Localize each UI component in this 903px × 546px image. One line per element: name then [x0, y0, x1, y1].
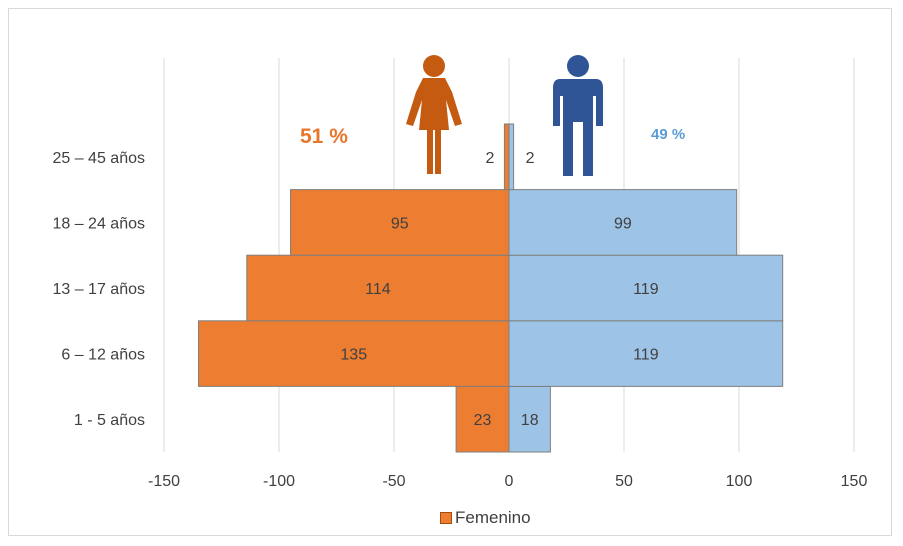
y-tick-label-3: 18 – 24 años: [52, 215, 145, 232]
bar-femenino-3: [290, 189, 510, 256]
data-label-femenino-0: 23: [474, 412, 492, 429]
x-tick-label-5: 100: [726, 473, 753, 490]
bar-masculino-3: [508, 189, 738, 256]
bar-masculino-4: [508, 123, 515, 191]
data-label-femenino-1: 135: [340, 347, 367, 364]
bar-masculino-0: [508, 385, 551, 453]
x-axis-labels: -150 -100 -50 0 50 100 150: [148, 473, 867, 490]
bar-femenino-4: [503, 123, 510, 191]
y-tick-label-4: 25 – 45 años: [52, 150, 145, 167]
male-percent: 49 %: [651, 126, 686, 143]
y-tick-label-1: 6 – 12 años: [61, 347, 145, 364]
bars: [198, 123, 784, 453]
x-tick-label-1: -100: [263, 473, 295, 490]
x-tick-label-0: -150: [148, 473, 180, 490]
legend-swatch-femenino: [440, 512, 452, 524]
x-tick-label-6: 150: [841, 473, 868, 490]
x-tick-label-4: 50: [615, 473, 633, 490]
data-label-masculino-4: 2: [526, 150, 535, 167]
y-axis-labels: 1 - 5 años 6 – 12 años 13 – 17 años 18 – 24…: [52, 150, 145, 429]
data-label-masculino-2: 119: [633, 281, 659, 298]
data-label-femenino-4: 2: [485, 150, 494, 167]
bar-femenino-0: [455, 385, 510, 453]
y-tick-label-2: 13 – 17 años: [52, 281, 145, 298]
x-tick-label-2: -50: [382, 473, 405, 490]
bar-femenino-2: [246, 254, 510, 322]
data-label-masculino-1: 119: [633, 347, 659, 364]
bar-masculino-1: [508, 320, 784, 387]
bar-masculino-2: [508, 254, 784, 322]
woman-icon: [406, 55, 462, 174]
man-icon: [553, 55, 603, 176]
data-label-masculino-3: 99: [614, 215, 632, 232]
x-tick-label-3: 0: [505, 473, 514, 490]
data-label-femenino-3: 95: [391, 215, 409, 232]
data-label-femenino-2: 114: [365, 281, 391, 298]
female-percent: 51 %: [300, 125, 348, 148]
data-label-masculino-0: 18: [521, 412, 539, 429]
y-tick-label-0: 1 - 5 años: [74, 412, 145, 429]
bar-femenino-1: [198, 320, 510, 387]
data-labels: 23 18 135 119 114 119 95 99 2 2: [340, 150, 658, 429]
legend: Femenino: [440, 508, 531, 528]
legend-label-femenino: Femenino: [455, 508, 531, 527]
